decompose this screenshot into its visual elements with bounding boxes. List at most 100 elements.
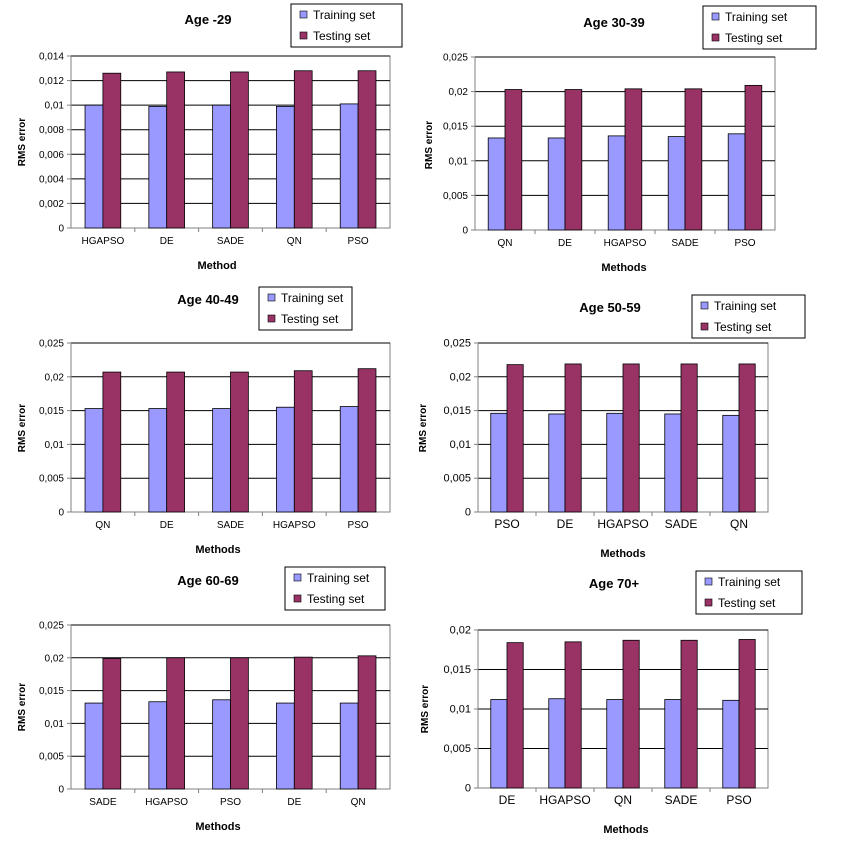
bar-testing	[357, 70, 377, 229]
bar-training	[548, 413, 566, 513]
legend-swatch-training	[293, 573, 302, 582]
y-tick-label: 0	[58, 508, 64, 519]
y-tick-label: 0,002	[39, 199, 64, 210]
bar-testing	[102, 72, 122, 229]
chart-title: Age 30-39	[583, 15, 644, 30]
bar-training	[148, 408, 168, 513]
y-axis-label: RMS error	[17, 404, 28, 452]
y-tick-label: 0	[465, 783, 471, 795]
chart-panel: 0 0,002 0,004 0,006 0,008 0,01 0,012 0,014 HGAPS…	[17, 3, 403, 272]
x-tick-label: HGAPSO	[539, 793, 590, 807]
legend-label: Training set	[281, 291, 344, 305]
bar-training	[339, 702, 359, 790]
chart-title: Age 60-69	[177, 573, 238, 588]
legend: Training set Testing set	[691, 294, 806, 339]
bar-training	[606, 412, 624, 513]
x-tick-label: HGAPSO	[82, 236, 125, 247]
x-tick-label: PSO	[348, 236, 369, 247]
chart-panel: 0 0,005 0,01 0,015 0,02 DE HGAPSO QN SADE PSO Age …	[420, 570, 803, 836]
bar-testing	[357, 655, 377, 790]
bar-training	[548, 698, 566, 789]
x-tick-label: QN	[351, 797, 366, 808]
legend-swatch-testing	[267, 314, 276, 323]
bar-testing	[357, 368, 377, 513]
bar-training	[667, 136, 686, 231]
legend-label: Training set	[714, 299, 777, 313]
bar-training	[547, 137, 566, 231]
x-tick-label: SADE	[671, 238, 699, 249]
legend-swatch-training	[711, 12, 720, 21]
bar-testing	[293, 656, 313, 790]
chart-title: Age 70+	[589, 576, 640, 591]
y-tick-label: 0	[58, 785, 64, 796]
y-tick-label: 0,01	[45, 101, 65, 112]
bar-testing	[564, 89, 583, 231]
x-tick-label: DE	[160, 520, 174, 531]
x-tick-label: PSO	[726, 793, 751, 807]
y-tick-label: 0,006	[39, 150, 64, 161]
y-tick-label: 0,025	[39, 339, 64, 350]
bar-training	[148, 105, 168, 229]
bar-training	[727, 133, 746, 231]
y-axis-label: RMS error	[17, 118, 28, 166]
legend-box	[702, 5, 817, 50]
y-axis-label: RMS error	[17, 683, 28, 731]
bar-testing	[684, 88, 703, 231]
y-tick-label: 0,01	[450, 439, 471, 451]
x-axis-label: Methods	[195, 821, 240, 833]
y-tick-label: 0,02	[45, 372, 65, 383]
legend-label: Testing set	[313, 29, 371, 43]
x-tick-label: HGAPSO	[273, 520, 316, 531]
x-tick-label: PSO	[494, 517, 519, 531]
x-tick-label: SADE	[665, 793, 698, 807]
y-tick-label: 0,015	[39, 686, 64, 697]
y-axis-label: RMS error	[424, 121, 435, 169]
legend-swatch-testing	[711, 33, 720, 42]
x-tick-label: DE	[557, 517, 574, 531]
y-tick-label: 0,02	[449, 87, 469, 98]
y-tick-label: 0,014	[39, 52, 64, 63]
y-tick-label: 0,005	[39, 474, 64, 485]
bar-testing	[744, 84, 763, 231]
bar-training	[212, 104, 231, 229]
x-tick-label: SADE	[217, 520, 245, 531]
legend-label: Testing set	[725, 31, 783, 45]
chart-title: Age 40-49	[177, 292, 238, 307]
chart-title: Age 50-59	[579, 300, 640, 315]
bar-testing	[738, 639, 756, 789]
y-tick-label: 0,015	[443, 405, 471, 417]
bar-training	[339, 406, 359, 513]
bar-testing	[166, 371, 185, 513]
bar-testing	[738, 363, 756, 513]
x-axis-label: Method	[197, 260, 236, 272]
legend-label: Training set	[307, 571, 370, 585]
bar-training	[664, 413, 682, 513]
legend-swatch-training	[299, 10, 308, 19]
bar-training	[490, 412, 508, 513]
y-axis-label: RMS error	[420, 685, 431, 733]
legend-swatch-training	[700, 301, 709, 310]
y-tick-label: 0,012	[39, 76, 64, 87]
bar-testing	[564, 363, 582, 513]
x-tick-label: QN	[95, 520, 110, 531]
bar-training	[148, 701, 168, 790]
legend-box	[695, 570, 803, 615]
legend-swatch-testing	[704, 598, 713, 607]
chart-panel: 0 0,005 0,01 0,015 0,02 0,025 QN DE HGAPSO SADE PS…	[424, 5, 817, 274]
x-tick-label: DE	[499, 793, 516, 807]
legend-box	[284, 566, 386, 611]
x-tick-label: DE	[287, 797, 301, 808]
legend-swatch-training	[704, 577, 713, 586]
legend-label: Testing set	[718, 596, 776, 610]
y-tick-label: 0,02	[450, 625, 471, 637]
y-tick-label: 0,01	[450, 704, 471, 716]
legend-swatch-training	[267, 293, 276, 302]
bar-training	[276, 105, 295, 229]
y-axis-label: RMS error	[418, 404, 429, 452]
bar-testing	[230, 71, 249, 229]
y-tick-label: 0,025	[443, 338, 471, 350]
bar-testing	[293, 370, 313, 513]
bar-testing	[102, 371, 122, 513]
bar-training	[722, 699, 740, 789]
y-tick-label: 0,015	[443, 664, 471, 676]
